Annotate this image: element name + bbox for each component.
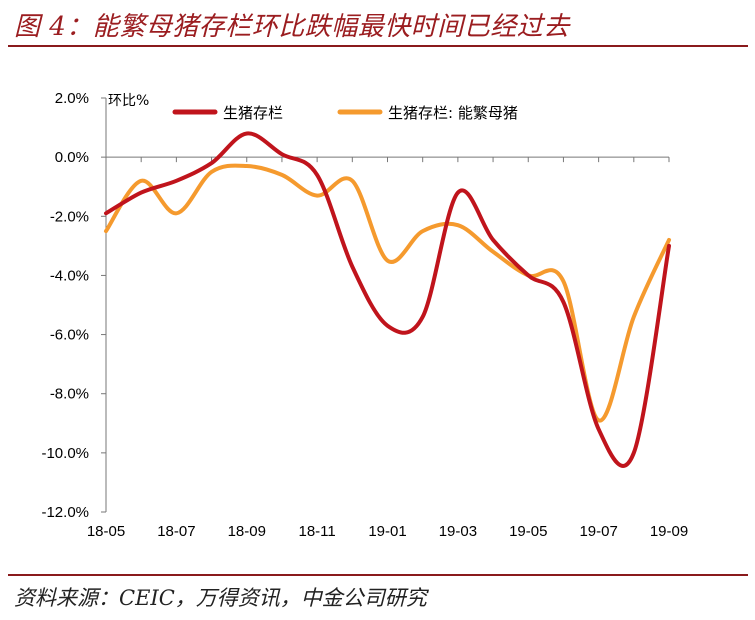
unit-label: 环比% [108, 93, 149, 109]
figure-title: 图 4：能繁母猪存栏环比跌幅最快时间已经过去 [14, 12, 570, 42]
x-tick-label: 18-11 [298, 523, 335, 540]
x-tick-label: 19-01 [368, 523, 406, 540]
x-tick-label: 18-09 [228, 523, 266, 540]
y-tick-label: 2.0% [55, 90, 89, 107]
y-tick-label: -10.0% [41, 445, 89, 462]
source-note: 资料来源：CEIC，万得资讯，中金公司研究 [14, 586, 427, 610]
y-tick-label: -12.0% [41, 504, 89, 521]
y-tick-label: -4.0% [50, 267, 89, 284]
y-tick-label: -6.0% [50, 327, 89, 344]
legend-label-1: 生猪存栏 [223, 104, 283, 122]
x-tick-label: 19-07 [579, 523, 617, 540]
y-tick-label: 0.0% [55, 149, 89, 166]
x-tick-label: 19-09 [650, 523, 688, 540]
x-tick-label: 19-03 [439, 523, 477, 540]
x-tick-label: 18-07 [157, 523, 195, 540]
y-tick-label: -2.0% [50, 208, 89, 225]
line-chart: 2.0% 0.0% -2.0% -4.0% -6.0% -8.0% -10.0% -12.0%… [41, 90, 688, 540]
y-tick-label: -8.0% [50, 386, 89, 403]
series-line-1 [104, 131, 671, 468]
source-rule [8, 574, 748, 576]
title-rule [8, 45, 748, 47]
x-tick-label: 18-05 [87, 523, 125, 540]
legend-label-2: 生猪存栏: 能繁母猪 [388, 104, 518, 122]
x-tick-label: 19-05 [509, 523, 547, 540]
